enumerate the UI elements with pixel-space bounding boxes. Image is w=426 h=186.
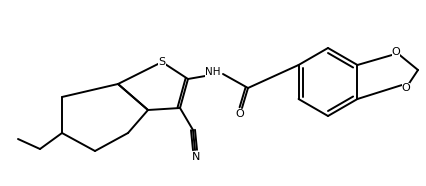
Text: O: O xyxy=(391,47,400,57)
Text: NH: NH xyxy=(205,67,221,77)
Text: S: S xyxy=(158,57,166,67)
Text: O: O xyxy=(236,109,245,119)
Text: O: O xyxy=(402,83,410,93)
Text: N: N xyxy=(192,152,200,162)
